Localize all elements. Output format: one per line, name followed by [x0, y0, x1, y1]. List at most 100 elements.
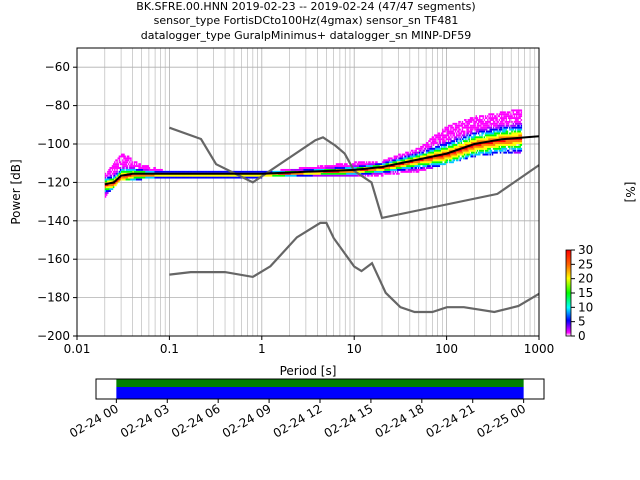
psd-density-cell [454, 140, 455, 142]
psd-density-cell [484, 136, 485, 138]
psd-density-cell [510, 113, 511, 115]
psd-density-cell [134, 163, 135, 165]
psd-density-cell [483, 152, 484, 154]
x-tick-label: 100 [435, 342, 458, 356]
psd-density-cell [521, 115, 522, 117]
y-tick-label: −100 [37, 137, 70, 151]
psd-density-cell [511, 146, 512, 148]
psd-density-cell [518, 125, 519, 127]
psd-density-cell [422, 146, 423, 148]
psd-density-cell [487, 150, 488, 152]
psd-density-cell [484, 131, 485, 133]
colorbar-tick-label: 30 [578, 243, 593, 257]
psd-density-cell [448, 140, 449, 142]
psd-density-cell [462, 129, 463, 131]
psd-density-cell [444, 163, 445, 165]
psd-density-cell [397, 156, 398, 158]
psd-density-cell [513, 111, 514, 113]
psd-density-cell [447, 161, 448, 163]
psd-density-cell [399, 154, 400, 156]
colorbar-tick-label: 5 [578, 315, 586, 329]
psd-density-cell [114, 161, 115, 163]
psd-density-cell [439, 132, 440, 134]
psd-density-cell [417, 154, 418, 156]
psd-density-cell [457, 159, 458, 161]
psd-density-cell [105, 173, 106, 175]
psd-density-cell [136, 161, 137, 163]
psd-density-cell [127, 161, 128, 163]
psd-density-cell [469, 123, 470, 125]
psd-density-cell [515, 144, 516, 146]
psd-density-cell [120, 161, 121, 163]
psd-density-cell [441, 146, 442, 148]
psd-density-cell [112, 169, 113, 171]
psd-density-cell [443, 138, 444, 140]
psd-density-cell [500, 152, 501, 154]
psd-density-cell [464, 123, 465, 125]
psd-density-cell [487, 115, 488, 117]
psd-density-cell [128, 159, 129, 161]
psd-density-cell [492, 115, 493, 117]
psd-density-cell [464, 134, 465, 136]
psd-density-cell [459, 159, 460, 161]
psd-density-cell [447, 159, 448, 161]
psd-density-cell [131, 163, 132, 165]
psd-density-cell [502, 121, 503, 123]
psd-density-cell [444, 146, 445, 148]
psd-density-cell [342, 163, 343, 165]
psd-density-cell [457, 138, 458, 140]
psd-density-cell [454, 134, 455, 136]
psd-density-cell [372, 175, 373, 177]
psd-density-cell [464, 131, 465, 133]
psd-density-cell [105, 196, 106, 198]
colorbar-ticks: 051015202530 [571, 243, 593, 343]
psd-density-cell [126, 163, 127, 165]
psd-density-cell [377, 175, 378, 177]
psd-density-cell [436, 142, 437, 144]
psd-density-cell [118, 163, 119, 165]
psd-density-cell [517, 119, 518, 121]
y-tick-label: −160 [37, 252, 70, 266]
chart-title-line-3: datalogger_type GuralpMinimus+ datalogge… [141, 29, 472, 42]
psd-density-cell [471, 121, 472, 123]
psd-density-cell [122, 159, 123, 161]
psd-density-cell [485, 115, 486, 117]
psd-density-cell [521, 140, 522, 142]
psd-density-cell [376, 161, 377, 163]
psd-density-cell [412, 154, 413, 156]
psd-density-cell [508, 123, 509, 125]
psd-density-cell [322, 165, 323, 167]
psd-density-cell [476, 121, 477, 123]
psd-density-cell [451, 125, 452, 127]
psd-density-cell [394, 173, 395, 175]
psd-density-cell [454, 132, 455, 134]
psd-density-cell [507, 127, 508, 129]
psd-density-cell [390, 173, 391, 175]
psd-density-cell [346, 163, 347, 165]
psd-density-cell [513, 123, 514, 125]
psd-density-cell [382, 175, 383, 177]
psd-density-cell [462, 121, 463, 123]
psd-density-cell [420, 150, 421, 152]
psd-density-cell [425, 148, 426, 150]
psd-density-cell [469, 152, 470, 154]
coverage-tick-label: 02-25 00 [474, 401, 528, 440]
psd-density-cell [506, 129, 507, 131]
psd-density-cell [477, 117, 478, 119]
psd-density-cell [389, 159, 390, 161]
psd-density-cell [112, 188, 113, 190]
psd-density-cell [114, 169, 115, 171]
psd-density-cell [433, 136, 434, 138]
colorbar-tick-label: 10 [578, 300, 593, 314]
psd-density-cell [123, 167, 124, 169]
psd-density-cell [457, 157, 458, 159]
psd-density-cell [116, 171, 117, 173]
chart-title-line-2: sensor_type FortisDCto100Hz(4gmax) senso… [154, 14, 459, 27]
psd-density-cell [483, 115, 484, 117]
psd-density-cell [511, 152, 512, 154]
psd-density-cell [486, 129, 487, 131]
psd-density-cell [467, 132, 468, 134]
psd-density-cell [519, 117, 520, 119]
psd-density-cell [472, 156, 473, 158]
psd-density-cell [442, 129, 443, 131]
